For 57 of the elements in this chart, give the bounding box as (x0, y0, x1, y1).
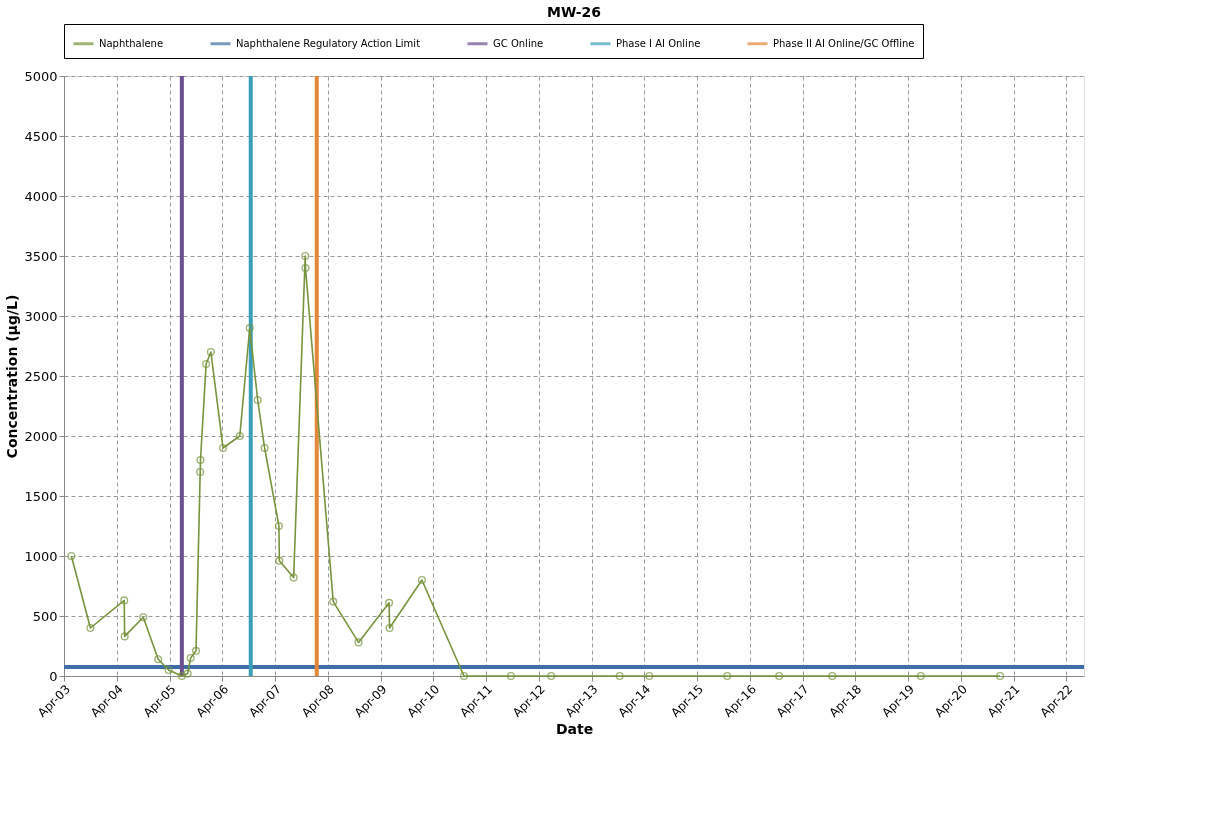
point (506, 671, 515, 681)
legend-label: Naphthalene Regulatory Action Limit (236, 37, 421, 49)
point (385, 623, 394, 633)
point (547, 671, 556, 681)
point (385, 598, 394, 607)
point (218, 443, 228, 453)
point (289, 573, 298, 582)
point (164, 665, 173, 675)
point (154, 655, 163, 664)
legend-label: Phase I AI Online (616, 37, 701, 49)
y-tick-label: 3000 (24, 308, 58, 324)
point (615, 671, 624, 681)
y-tick-label: 500 (32, 608, 58, 624)
point (329, 597, 338, 606)
point (177, 671, 186, 681)
point (645, 671, 654, 681)
x-axis-title: Date (555, 721, 594, 738)
point (274, 521, 283, 531)
point (301, 251, 310, 261)
point (916, 671, 925, 681)
y-tick-label: 4000 (24, 188, 58, 204)
point (202, 359, 211, 369)
chart-title: MW-26 (546, 3, 602, 20)
y-tick-label: 1000 (24, 548, 58, 564)
legend-label: Naphthalene (99, 37, 164, 49)
point (354, 638, 363, 647)
legend-label: Phase II AI Online/GC Offline (773, 37, 915, 49)
point (245, 323, 254, 333)
point (186, 653, 195, 663)
y-tick-label: 1500 (24, 488, 58, 504)
legend-label: GC Online (493, 37, 544, 49)
point (196, 467, 205, 477)
y-tick-label: 0 (49, 668, 58, 684)
y-tick-label: 4500 (24, 128, 58, 144)
point (275, 556, 284, 565)
point (235, 431, 244, 441)
point (120, 632, 129, 641)
point (723, 671, 732, 681)
point (260, 443, 269, 453)
point (191, 646, 201, 655)
y-tick-label: 2500 (24, 368, 58, 384)
point (183, 669, 192, 678)
point (775, 671, 784, 681)
point (86, 623, 95, 633)
point (459, 671, 468, 681)
point (206, 347, 215, 357)
y-axis-title: Concentration (µg/L) (4, 294, 21, 459)
point (120, 596, 129, 605)
point (253, 395, 262, 405)
y-tick-label: 2000 (24, 428, 58, 444)
point (301, 263, 310, 273)
y-tick-label: 3500 (24, 248, 58, 264)
point (196, 455, 205, 465)
point (139, 613, 148, 622)
y-tick-label: 5000 (24, 68, 58, 84)
point (417, 575, 426, 585)
point (828, 671, 837, 681)
